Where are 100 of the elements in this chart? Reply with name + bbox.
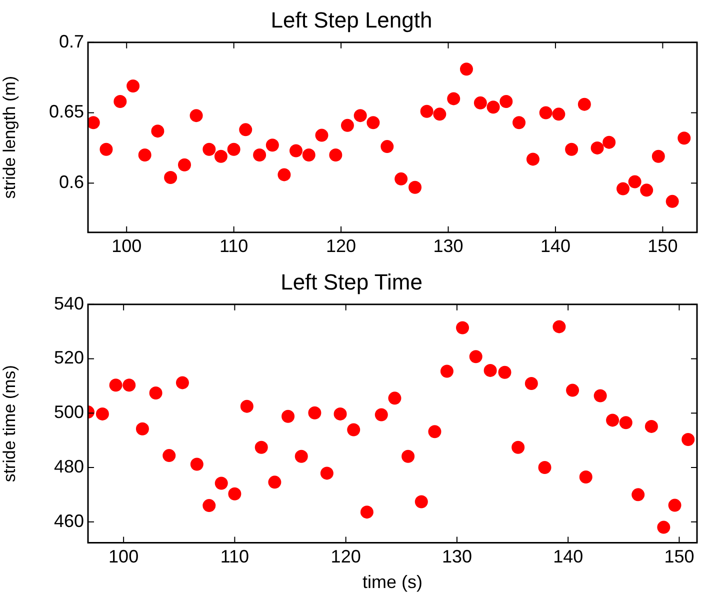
point	[151, 124, 164, 138]
point	[190, 109, 203, 122]
y-tick-label: 500	[54, 402, 84, 422]
point	[640, 184, 654, 197]
point	[347, 423, 360, 436]
point	[657, 520, 670, 534]
point	[162, 449, 176, 462]
point	[469, 350, 482, 364]
point	[474, 96, 487, 110]
point	[666, 194, 679, 208]
y-axis-title: stride time (ms)	[0, 365, 19, 482]
point	[320, 466, 334, 480]
point	[122, 378, 136, 392]
point	[366, 116, 380, 130]
x-tick-label: 130	[433, 236, 464, 256]
point	[253, 148, 266, 162]
point	[360, 506, 374, 519]
point	[294, 450, 308, 463]
x-tick-label: 150	[664, 546, 694, 567]
y-axis-title: stride length (m)	[0, 76, 19, 199]
point	[178, 158, 191, 172]
x-tick-label: 140	[540, 236, 570, 256]
point	[149, 386, 162, 400]
point	[678, 132, 691, 145]
point	[486, 100, 500, 114]
point	[202, 142, 216, 156]
point	[619, 416, 632, 430]
point	[428, 425, 442, 438]
point	[388, 392, 402, 405]
point	[239, 123, 252, 136]
point	[190, 458, 204, 471]
x-tick-label: 110	[219, 236, 248, 256]
point	[88, 116, 100, 130]
x-tick-label: 120	[330, 546, 361, 567]
point	[594, 389, 607, 402]
point	[334, 407, 347, 420]
x-tick-label: 120	[326, 236, 356, 256]
point	[579, 470, 592, 484]
point	[202, 499, 216, 512]
point	[578, 98, 591, 111]
point	[266, 138, 279, 152]
point	[374, 408, 388, 422]
point	[100, 142, 113, 156]
point	[315, 128, 328, 142]
y-tick-label: 0.65	[48, 102, 84, 122]
x-tick-label: 100	[112, 236, 142, 256]
point	[538, 461, 552, 474]
point	[447, 92, 460, 106]
point	[302, 148, 316, 162]
point	[126, 80, 140, 93]
point	[402, 450, 415, 463]
point	[500, 95, 513, 108]
point	[136, 422, 149, 436]
x-tick-label: 110	[220, 546, 250, 567]
y-tick-label: 540	[54, 293, 84, 314]
point	[394, 172, 408, 186]
x-tick-label: 150	[648, 236, 678, 256]
point	[524, 377, 538, 390]
point	[114, 95, 127, 108]
y-tick-label: 480	[54, 456, 84, 476]
point	[282, 410, 295, 423]
point	[566, 384, 580, 397]
point	[96, 407, 109, 420]
point	[602, 136, 616, 149]
point	[484, 364, 497, 377]
point	[164, 171, 178, 184]
point	[632, 488, 645, 502]
point	[616, 182, 630, 196]
point	[227, 142, 240, 156]
point	[552, 108, 566, 121]
point	[308, 406, 322, 420]
point	[268, 476, 282, 489]
point	[290, 144, 303, 158]
x-tick-label: 140	[553, 546, 584, 567]
y-tick-label: 460	[54, 510, 84, 531]
point	[138, 148, 152, 162]
y-tick-label: 0.7	[58, 31, 84, 52]
point	[512, 116, 526, 130]
point	[354, 109, 367, 122]
point	[498, 366, 512, 379]
point	[512, 440, 525, 454]
point	[228, 487, 242, 500]
point	[420, 104, 434, 118]
point	[214, 476, 228, 490]
point	[240, 400, 254, 413]
point	[460, 62, 473, 76]
point	[539, 106, 552, 120]
point	[278, 168, 291, 182]
point	[433, 108, 446, 121]
chart-title: Left Step Length	[270, 7, 432, 32]
point	[109, 378, 122, 392]
y-tick-label: 0.6	[58, 172, 84, 192]
point	[408, 180, 422, 194]
x-axis-title: time (s)	[362, 572, 422, 592]
point	[380, 140, 394, 154]
point	[628, 175, 642, 188]
point	[668, 498, 682, 512]
point	[552, 320, 566, 334]
chart-title: Left Step Time	[280, 269, 422, 294]
point	[414, 495, 428, 508]
